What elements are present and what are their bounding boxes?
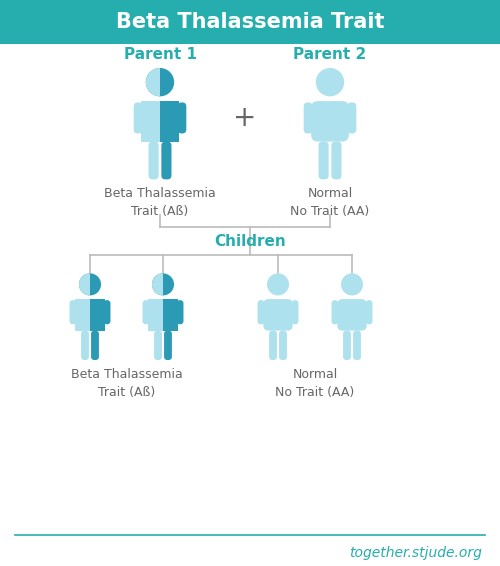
Text: Beta Thalassemia
Trait (Aß): Beta Thalassemia Trait (Aß) [104, 187, 216, 218]
FancyBboxPatch shape [160, 101, 179, 142]
Text: +: + [234, 104, 256, 132]
Bar [90, 299, 104, 331]
Bar [90, 299, 91, 331]
Bar [76, 299, 90, 331]
FancyBboxPatch shape [76, 299, 90, 331]
FancyBboxPatch shape [332, 300, 338, 324]
FancyBboxPatch shape [353, 331, 361, 360]
FancyBboxPatch shape [348, 102, 356, 134]
Circle shape [79, 273, 101, 295]
Circle shape [316, 68, 344, 96]
FancyBboxPatch shape [104, 300, 110, 324]
Bar [163, 299, 164, 331]
FancyBboxPatch shape [258, 300, 264, 324]
Text: Beta Thalassemia Trait: Beta Thalassemia Trait [116, 12, 384, 32]
FancyBboxPatch shape [81, 331, 89, 360]
FancyBboxPatch shape [91, 331, 99, 360]
Text: Normal
No Trait (AA): Normal No Trait (AA) [290, 187, 370, 218]
FancyBboxPatch shape [366, 300, 372, 324]
FancyBboxPatch shape [304, 102, 312, 134]
Text: Children: Children [214, 234, 286, 249]
FancyBboxPatch shape [70, 300, 76, 324]
Wedge shape [79, 273, 90, 295]
FancyBboxPatch shape [292, 300, 298, 324]
Bar [163, 299, 178, 331]
Bar [160, 101, 179, 142]
FancyBboxPatch shape [338, 299, 366, 331]
FancyBboxPatch shape [343, 331, 351, 360]
Bar [160, 101, 161, 142]
FancyBboxPatch shape [264, 299, 292, 331]
FancyBboxPatch shape [311, 101, 349, 142]
FancyBboxPatch shape [142, 300, 150, 324]
Bar [89, 299, 91, 331]
Bar [141, 101, 160, 142]
Circle shape [152, 273, 174, 295]
FancyBboxPatch shape [162, 142, 172, 179]
Text: Parent 1: Parent 1 [124, 47, 196, 62]
Circle shape [146, 68, 174, 96]
Bar [162, 299, 164, 331]
FancyBboxPatch shape [148, 142, 158, 179]
FancyBboxPatch shape [134, 102, 142, 134]
FancyBboxPatch shape [178, 102, 186, 134]
Circle shape [341, 273, 363, 295]
Text: Beta Thalassemia
Trait (Aß): Beta Thalassemia Trait (Aß) [70, 368, 182, 399]
Text: Parent 2: Parent 2 [294, 47, 366, 62]
FancyBboxPatch shape [148, 299, 163, 331]
Wedge shape [152, 273, 163, 295]
Wedge shape [146, 68, 160, 96]
Bar [159, 101, 161, 142]
FancyBboxPatch shape [332, 142, 342, 179]
FancyBboxPatch shape [154, 331, 162, 360]
Text: together.stjude.org: together.stjude.org [349, 546, 482, 560]
FancyBboxPatch shape [279, 331, 287, 360]
FancyBboxPatch shape [141, 101, 160, 142]
FancyBboxPatch shape [164, 331, 172, 360]
FancyBboxPatch shape [163, 299, 178, 331]
Circle shape [267, 273, 289, 295]
Bar [148, 299, 163, 331]
FancyBboxPatch shape [176, 300, 184, 324]
FancyBboxPatch shape [269, 331, 277, 360]
Bar [0, 0, 500, 44]
FancyBboxPatch shape [90, 299, 104, 331]
Text: Normal
No Trait (AA): Normal No Trait (AA) [276, 368, 354, 399]
FancyBboxPatch shape [318, 142, 328, 179]
